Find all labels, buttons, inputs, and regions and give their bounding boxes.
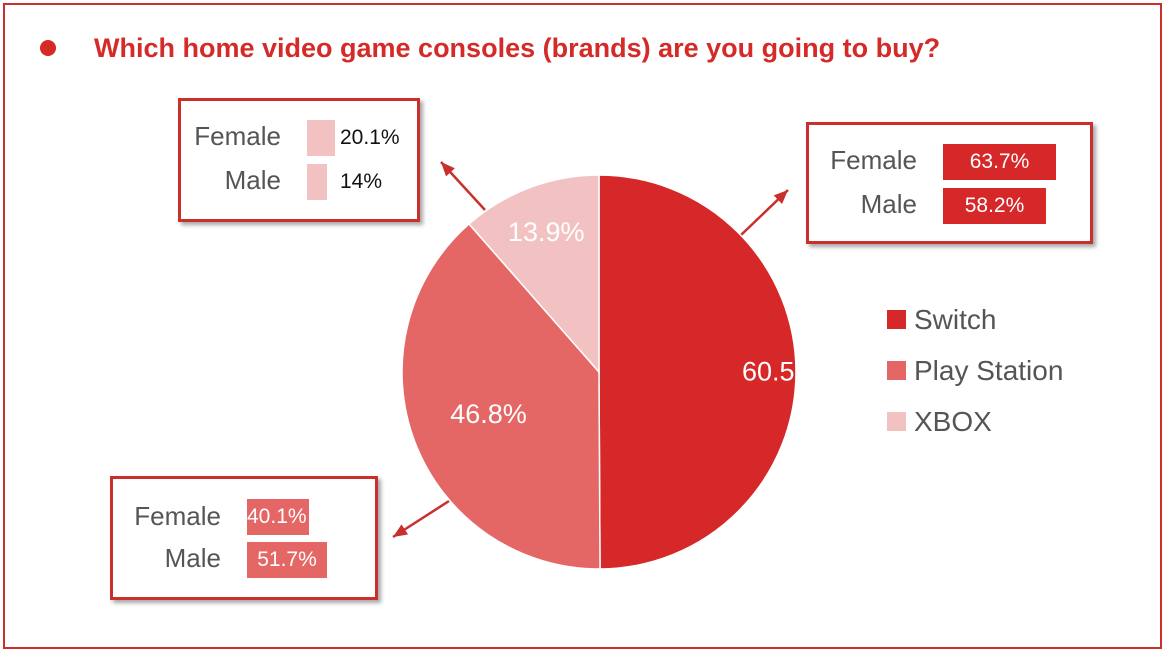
switch-male-bar [943, 188, 1046, 224]
playstation-female-value: 40.1% [247, 505, 307, 528]
xbox-male-label: Male [224, 165, 281, 195]
legend-item-switch: Switch [887, 294, 1063, 345]
xbox-male-bar [307, 164, 327, 200]
switch-breakdown-callout: Female 63.7% Male 58.2% [806, 122, 1093, 244]
legend-label-switch: Switch [914, 303, 997, 335]
callout-arrows [392, 161, 789, 539]
pie-slices [401, 174, 797, 570]
title-row: Which home video game consoles (brands) … [40, 28, 940, 68]
callout-arrowhead-playstation [393, 524, 409, 537]
playstation-male-bar [247, 542, 327, 578]
pie-label-playstation: 46.8% [450, 399, 527, 429]
legend-label-xbox: XBOX [914, 405, 992, 437]
pie-label-switch: 60.5% [742, 357, 819, 387]
legend-swatch-switch [887, 310, 906, 329]
xbox-male-value: 14% [340, 170, 383, 193]
switch-female-value: 63.7% [969, 150, 1030, 173]
pie-slice-xbox [467, 174, 600, 374]
chart-frame [3, 3, 1162, 649]
switch-female-label: Female [830, 145, 917, 175]
xbox-female-value: 20.1% [340, 126, 400, 149]
legend-swatch-playstation [887, 361, 906, 380]
xbox-female-label: Female [194, 121, 281, 151]
legend-item-xbox: XBOX [887, 396, 1063, 447]
title-bullet-icon [40, 40, 56, 56]
pie-slice-playstation [401, 222, 601, 570]
playstation-male-value: 51.7% [257, 548, 317, 571]
pie-slice-labels: 60.5% 46.8% 13.9% [450, 217, 818, 429]
legend-item-playstation: Play Station [887, 345, 1063, 396]
switch-male-value: 58.2% [964, 194, 1025, 217]
callout-arrowhead-xbox [441, 162, 455, 177]
callout-arrowhead-switch [773, 190, 788, 205]
pie-slice-switch [598, 174, 797, 570]
chart-legend: Switch Play Station XBOX [887, 294, 1063, 447]
xbox-breakdown-callout: Female 20.1% Male 14% [178, 98, 420, 222]
legend-swatch-xbox [887, 412, 906, 431]
xbox-female-bar [307, 120, 335, 156]
legend-label-playstation: Play Station [914, 354, 1064, 386]
switch-female-bar [943, 144, 1056, 180]
playstation-female-label: Female [134, 501, 221, 531]
pie-label-xbox: 13.9% [508, 217, 585, 247]
playstation-breakdown-callout: Female 40.1% Male 51.7% [110, 476, 378, 600]
playstation-male-label: Male [164, 543, 221, 573]
playstation-female-bar [247, 499, 309, 535]
chart-title: Which home video game consoles (brands) … [94, 32, 941, 63]
switch-male-label: Male [860, 189, 917, 219]
